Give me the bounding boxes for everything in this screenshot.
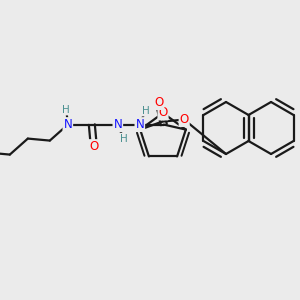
Text: N: N [64,118,72,131]
Text: H: H [142,106,150,116]
Text: O: O [179,113,189,126]
Text: O: O [89,140,98,153]
Text: O: O [154,96,164,109]
Text: N: N [136,118,144,131]
Text: O: O [158,106,168,119]
Text: H: H [120,134,128,144]
Text: H: H [62,105,70,115]
Text: N: N [113,118,122,131]
